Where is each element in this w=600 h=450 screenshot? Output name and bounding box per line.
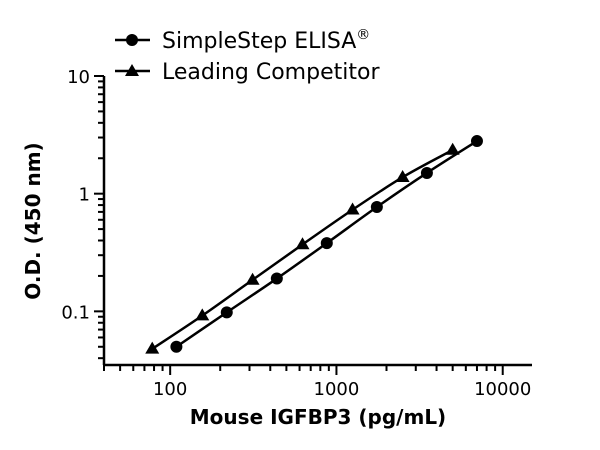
x-tick-label: 1000 [314, 379, 360, 400]
data-point-simplestep [420, 166, 433, 179]
y-tick-label: 1 [79, 185, 90, 206]
legend-label-simplestep: SimpleStep ELISA® [162, 27, 370, 54]
data-point-competitor [445, 142, 460, 155]
legend-marker-competitor [125, 64, 139, 76]
data-point-competitor [345, 202, 360, 215]
data-point-simplestep [220, 306, 233, 319]
y-tick-label: 10 [67, 67, 90, 88]
data-point-competitor [195, 308, 210, 321]
data-point-competitor [395, 170, 410, 183]
axes [102, 76, 532, 367]
data-point-simplestep [320, 237, 333, 250]
x-tick-label: 100 [153, 379, 187, 400]
data-point-simplestep [270, 272, 283, 285]
y-ticks: 0.1 1 10 [61, 67, 104, 360]
data-point-competitor [295, 237, 310, 250]
data-point-competitor [245, 272, 260, 285]
y-tick-label: 0.1 [61, 302, 90, 323]
legend-marker-simplestep [126, 34, 138, 46]
data-point-competitor [145, 341, 160, 354]
x-tick-label: 10000 [474, 379, 531, 400]
data-point-simplestep [370, 201, 383, 214]
data-point-simplestep [470, 135, 483, 148]
x-axis-title: Mouse IGFBP3 (pg/mL) [190, 405, 446, 429]
legend-label-simplestep-superscript: ® [356, 27, 370, 43]
legend: SimpleStep ELISA® Leading Competitor [115, 27, 380, 85]
legend-label-simplestep-name: SimpleStep ELISA [162, 29, 356, 54]
legend-label-competitor: Leading Competitor [162, 60, 380, 85]
series-layer [145, 135, 483, 354]
x-ticks: 100 1000 10000 [103, 365, 531, 400]
data-point-simplestep [170, 340, 183, 353]
y-axis-title: O.D. (450 nm) [21, 142, 45, 299]
